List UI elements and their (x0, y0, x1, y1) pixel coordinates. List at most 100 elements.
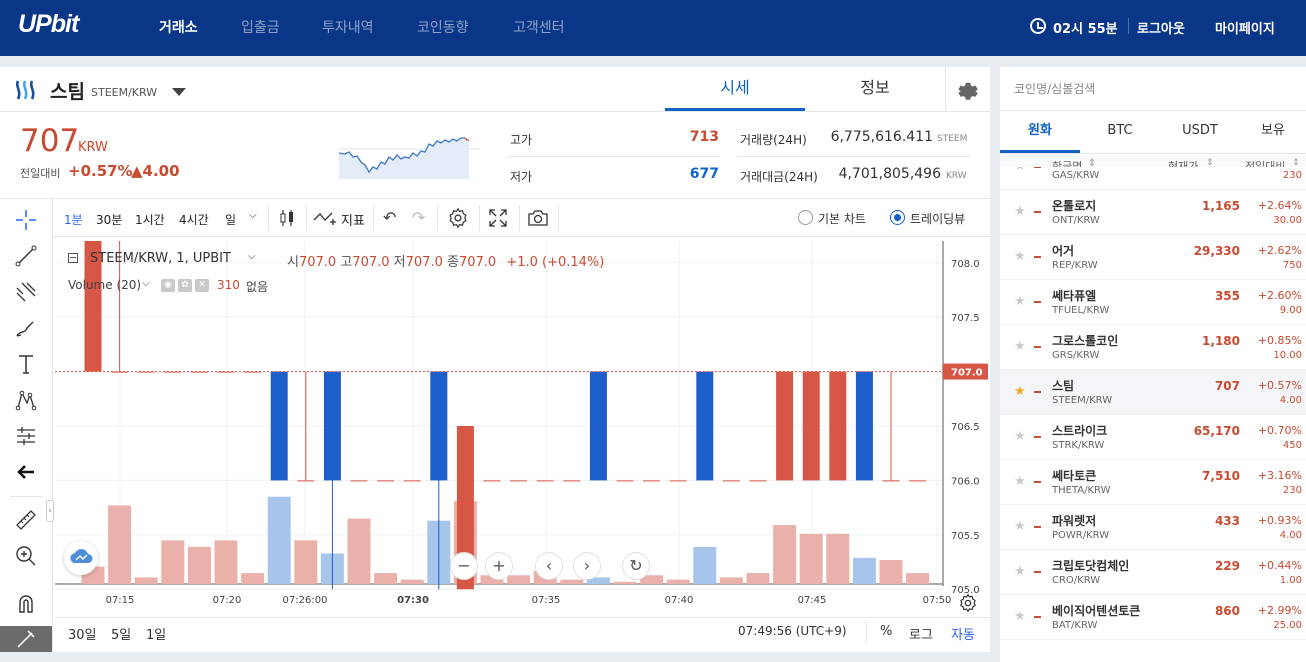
favorite-star-icon[interactable]: ★ (1014, 204, 1026, 219)
range-5d[interactable]: 5일 (111, 628, 132, 643)
legend-symbol[interactable]: STEEM/KRW, 1, UPBIT (90, 251, 231, 266)
nav-customer-center[interactable]: 고객센터 (513, 20, 565, 36)
zoom-in-button[interactable]: + (485, 552, 513, 580)
candle-body (430, 371, 448, 481)
nav-exchange[interactable]: 거래소 (159, 20, 198, 36)
brush-icon[interactable] (13, 316, 39, 342)
tab-krw[interactable]: 원화 (1000, 111, 1080, 153)
tab-info[interactable]: 정보 (860, 78, 890, 97)
collapse-toolbar-button[interactable]: ‹ (46, 500, 54, 522)
favorite-star-icon[interactable]: ★ (1014, 429, 1026, 444)
nav-investments[interactable]: 투자내역 (322, 20, 374, 36)
candlestick-chart-area[interactable]: 708.0 707.5 707.0 706.5 706.0 705.5 705.0 707.0… (55, 241, 988, 611)
legend-symbol-chevron-icon[interactable]: ⌵ (248, 251, 256, 262)
indicator-icon[interactable] (312, 206, 338, 230)
tab-btc[interactable]: BTC (1107, 123, 1133, 138)
reset-chart-button[interactable]: ↻ (622, 552, 650, 580)
basic-chart-radio[interactable] (798, 210, 813, 225)
scroll-left-button[interactable]: ‹ (535, 552, 563, 580)
market-row[interactable]: ★ 크립토닷컴체인 CRO/KRW 229 +0.44% 1.00 (1000, 550, 1306, 595)
nav-deposit-withdraw[interactable]: 입출금 (241, 20, 280, 36)
market-row[interactable]: ★가스GAS/KRW10,800+2.18%230 (1000, 167, 1306, 190)
auto-scale-button[interactable]: 자동 (951, 628, 975, 643)
volume-bar (906, 573, 930, 584)
magnet-icon[interactable] (13, 592, 39, 618)
trend-line-icon[interactable] (13, 244, 39, 270)
redo-icon[interactable]: ↷ (412, 208, 426, 227)
market-row[interactable]: ★ 파워렛저 POWR/KRW 433 +0.93% 4.00 (1000, 505, 1306, 550)
market-row[interactable]: ★ 온톨로지 ONT/KRW 1,165 +2.64% 30.00 (1000, 190, 1306, 235)
chevron-down-icon[interactable] (172, 88, 186, 96)
range-30d[interactable]: 30일 (68, 628, 97, 643)
range-1d[interactable]: 1일 (146, 628, 167, 643)
favorite-star-icon[interactable]: ★ (1014, 564, 1026, 579)
scroll-right-button[interactable]: › (573, 552, 601, 580)
candle-type-icon[interactable] (275, 206, 299, 230)
market-row[interactable]: ★ 베이직어텐션토큰 BAT/KRW 860 +2.99% 25.00 (1000, 595, 1306, 640)
interval-dropdown-chevron-icon[interactable]: ⌵ (249, 210, 257, 221)
interval-30m[interactable]: 30분 (96, 213, 123, 227)
sort-icon[interactable]: ⇕ (1088, 158, 1097, 169)
market-row[interactable]: ★ 쎄타토큰 THETA/KRW 7,510 +3.16% 230 (1000, 460, 1306, 505)
logout-link[interactable]: 로그아웃 (1137, 22, 1185, 37)
undo-icon[interactable]: ↶ (383, 208, 397, 227)
volume-legend-label[interactable]: Volume (20) (68, 278, 142, 292)
chart-settings-gear-icon[interactable] (447, 207, 469, 229)
camera-icon[interactable] (526, 206, 550, 230)
nav-coin-trends[interactable]: 코인동향 (417, 20, 469, 36)
trading-view-label[interactable]: 트레이딩뷰 (910, 212, 966, 226)
favorite-star-icon[interactable]: ★ (1014, 519, 1026, 534)
indicator-button[interactable]: 지표 (341, 214, 365, 229)
chart-svg[interactable]: 708.0 707.5 707.0 706.5 706.0 705.5 705.0 707.0… (55, 241, 988, 611)
pattern-tool-icon[interactable] (13, 388, 39, 414)
cloud-save-icon[interactable] (64, 541, 98, 575)
settings-gear-icon[interactable] (954, 77, 980, 103)
favorite-star-icon[interactable]: ★ (1014, 609, 1026, 624)
basic-chart-label[interactable]: 기본 차트 (818, 212, 866, 226)
market-row[interactable]: ★ 스팀 STEEM/KRW 707 +0.57% 4.00 (1000, 370, 1306, 415)
volume-chevron-icon[interactable]: ⌵ (142, 278, 150, 289)
market-row[interactable]: ★ 그로스톨코인 GRS/KRW 1,180 +0.85% 10.00 (1000, 325, 1306, 370)
interval-1h[interactable]: 1시간 (135, 213, 165, 227)
zoom-out-button[interactable]: − (450, 552, 478, 580)
text-tool-icon[interactable] (13, 352, 39, 378)
market-row[interactable]: ★ 쎄타퓨엘 TFUEL/KRW 355 +2.60% 9.00 (1000, 280, 1306, 325)
interval-4h[interactable]: 4시간 (179, 213, 209, 227)
eye-icon[interactable]: ◉ (161, 279, 175, 292)
favorite-star-icon[interactable]: ★ (1014, 167, 1026, 174)
remove-icon[interactable]: ✕ (195, 279, 209, 292)
favorite-star-icon[interactable]: ★ (1014, 384, 1026, 399)
tab-usdt[interactable]: USDT (1182, 123, 1218, 138)
trading-view-radio[interactable] (890, 210, 905, 225)
market-row[interactable]: ★ 스트라이크 STRK/KRW 65,170 +0.70% 450 (1000, 415, 1306, 460)
fib-tool-icon[interactable] (13, 280, 39, 306)
coin-change-amount: 4.00 (1279, 530, 1302, 541)
settings-small-icon[interactable]: ✿ (178, 279, 192, 292)
log-scale-button[interactable]: 로그 (909, 628, 933, 643)
mypage-link[interactable]: 마이페이지 (1215, 22, 1275, 37)
fullscreen-icon[interactable] (487, 207, 509, 229)
favorite-star-icon[interactable]: ★ (1014, 249, 1026, 264)
market-row[interactable]: ★ 어거 REP/KRW 29,330 +2.62% 750 (1000, 235, 1306, 280)
favorite-star-icon[interactable]: ★ (1014, 474, 1026, 489)
axis-settings-gear-icon[interactable] (958, 593, 978, 613)
upbit-logo[interactable]: UPbit (18, 10, 79, 38)
zoom-in-icon[interactable] (13, 544, 39, 570)
collapse-legend-icon[interactable] (68, 253, 78, 263)
ruler-icon[interactable] (13, 508, 39, 534)
tab-holdings[interactable]: 보유 (1261, 123, 1285, 138)
interval-day[interactable]: 일 (225, 213, 237, 227)
coin-search-input[interactable]: 코인명/심볼검색 (1014, 82, 1096, 96)
candle-body (669, 480, 687, 482)
back-arrow-icon[interactable] (13, 460, 39, 486)
crosshair-icon[interactable] (13, 208, 39, 234)
percent-scale-button[interactable]: % (880, 624, 893, 639)
favorite-star-icon[interactable]: ★ (1014, 294, 1026, 309)
sort-icon[interactable]: ⇕ (1206, 158, 1214, 168)
sort-icon[interactable]: ⇕ (1292, 158, 1300, 168)
lock-drawings-button[interactable] (0, 626, 52, 652)
favorite-star-icon[interactable]: ★ (1014, 339, 1026, 354)
tab-price[interactable]: 시세 (665, 67, 805, 111)
forecast-tool-icon[interactable] (13, 424, 39, 450)
interval-1m[interactable]: 1분 (64, 213, 83, 227)
